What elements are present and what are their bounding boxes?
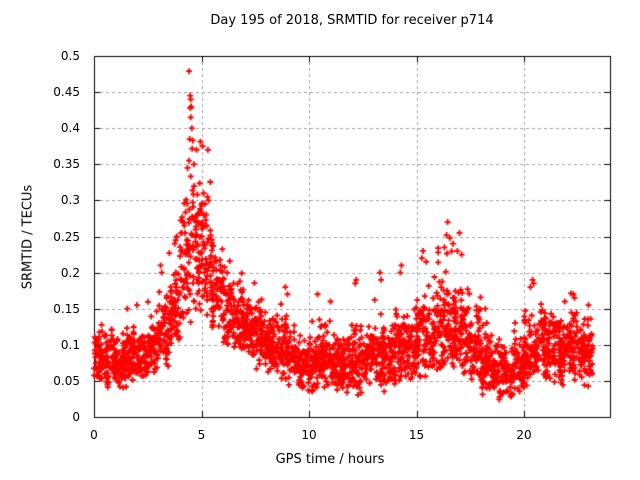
x-tick-label: 5 bbox=[197, 428, 206, 442]
y-tick-label: 0.4 bbox=[60, 121, 80, 136]
chart-title: Day 195 of 2018, SRMTID for receiver p71… bbox=[210, 13, 494, 28]
y-tick-label: 0.35 bbox=[53, 157, 80, 172]
y-tick-label: 0.15 bbox=[53, 301, 80, 316]
x-axis-label: GPS time / hours bbox=[275, 452, 385, 467]
x-tick-label: 10 bbox=[301, 428, 317, 442]
x-tick-label: 15 bbox=[408, 428, 425, 442]
x-tick-label: 0 bbox=[90, 428, 98, 442]
y-tick-label: 0.25 bbox=[53, 229, 80, 244]
y-tick-label: 0.45 bbox=[53, 85, 80, 100]
y-tick-label: 0.3 bbox=[60, 193, 80, 208]
x-tick-label: 20 bbox=[516, 428, 532, 442]
y-tick-label: 0.5 bbox=[60, 49, 80, 63]
y-tick-label: 0.1 bbox=[60, 337, 80, 352]
y-tick-label: 0 bbox=[72, 410, 80, 424]
y-tick-label: 0.05 bbox=[53, 373, 80, 388]
y-tick-label: 0.2 bbox=[60, 265, 80, 280]
